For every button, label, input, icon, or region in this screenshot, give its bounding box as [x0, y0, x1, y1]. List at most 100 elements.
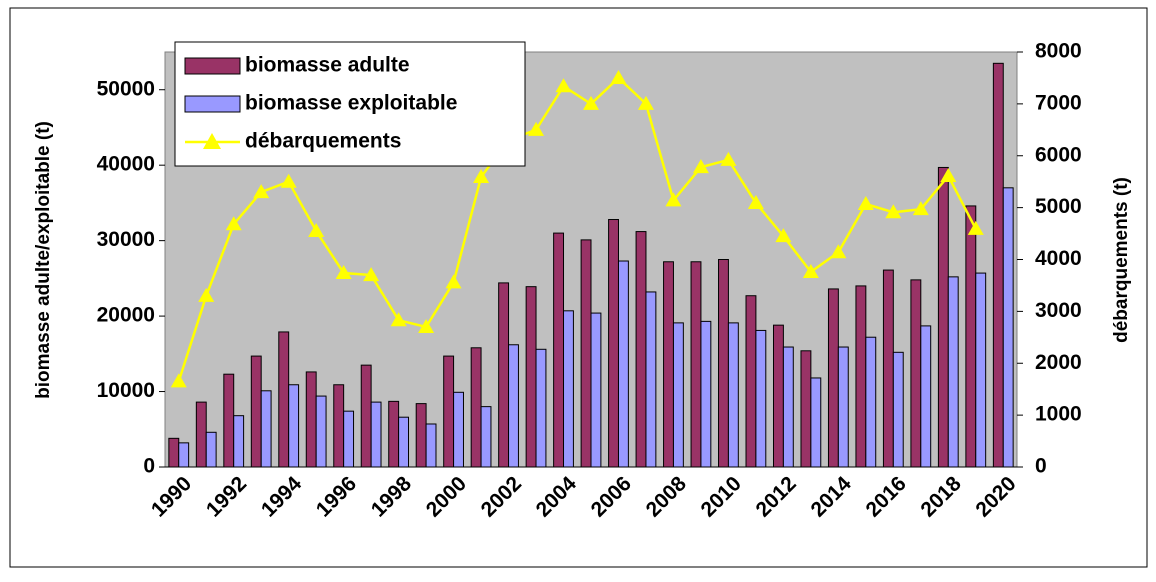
bar: [718, 259, 729, 468]
line-marker: [363, 267, 380, 282]
bar: [498, 282, 510, 468]
y-tick-label: 40000: [97, 153, 155, 176]
line-marker: [610, 69, 627, 84]
bar: [635, 231, 647, 468]
bar: [278, 331, 290, 468]
line-marker: [473, 169, 490, 184]
bar: [205, 431, 217, 468]
line-marker: [830, 244, 847, 259]
y2-tick-label: 0: [1035, 455, 1047, 478]
bar: [233, 415, 245, 468]
bar: [837, 346, 849, 468]
bar: [672, 322, 684, 468]
bar: [965, 205, 977, 468]
line: [177, 76, 977, 382]
y2-axis-label: débarquements (t): [1111, 177, 1132, 343]
line-marker: [335, 264, 352, 279]
bar: [415, 403, 427, 468]
bar: [1002, 187, 1014, 468]
bar: [470, 347, 482, 468]
y-tick-label: 50000: [97, 77, 155, 100]
bar: [882, 269, 894, 468]
bar: [333, 384, 345, 468]
line-marker: [912, 201, 929, 216]
line-marker: [583, 95, 599, 110]
bar: [975, 272, 987, 468]
legend-swatch: [184, 57, 241, 75]
bar: [580, 239, 592, 468]
y2-tick-label: 7000: [1035, 91, 1082, 114]
bar: [525, 286, 537, 468]
y2-tick-label: 3000: [1035, 299, 1082, 322]
bar: [772, 324, 784, 468]
legend-label: biomasse adulte: [245, 54, 410, 77]
bar: [425, 423, 437, 468]
y2-tick-label: 8000: [1035, 40, 1082, 63]
bar: [700, 320, 712, 468]
y2-tick-label: 4000: [1035, 247, 1082, 270]
bar: [250, 355, 262, 468]
line-marker: [802, 263, 819, 278]
bar: [305, 371, 317, 468]
bar: [343, 410, 355, 468]
line-marker: [885, 204, 902, 219]
bar: [992, 62, 1004, 468]
line-marker: [390, 312, 407, 327]
line-marker: [720, 151, 737, 166]
y2-tick-label: 5000: [1035, 195, 1082, 218]
y2-tick-label: 6000: [1035, 143, 1082, 166]
legend-swatch: [184, 95, 241, 113]
bar: [755, 329, 767, 468]
bar: [937, 166, 949, 468]
bar: [195, 401, 207, 468]
bar: [260, 390, 272, 468]
bar: [855, 285, 867, 468]
bar: [645, 291, 657, 468]
bar: [223, 373, 235, 468]
y-tick-label: 30000: [97, 228, 155, 251]
bar: [480, 406, 492, 468]
bar: [892, 351, 904, 468]
bar: [663, 261, 674, 468]
y-tick-label: 10000: [97, 379, 155, 402]
bar: [398, 416, 410, 468]
bar: [617, 260, 629, 468]
bar: [508, 344, 519, 468]
bar: [563, 310, 574, 468]
bar: [168, 437, 180, 468]
bar: [608, 219, 619, 468]
line-marker: [555, 78, 572, 93]
bar: [590, 312, 602, 468]
line-marker: [170, 373, 187, 388]
line-marker: [692, 159, 709, 174]
legend-label: biomasse exploitable: [245, 92, 457, 115]
bar: [910, 279, 922, 468]
bar: [370, 401, 382, 468]
bar: [865, 336, 877, 468]
bar: [745, 295, 757, 468]
bar: [782, 346, 794, 468]
y2-tick-label: 2000: [1035, 351, 1082, 374]
bar: [453, 391, 464, 468]
line-marker: [528, 121, 545, 136]
line-marker: [253, 184, 270, 199]
line-marker: [940, 167, 957, 182]
line-marker: [967, 220, 984, 235]
bar: [443, 355, 455, 468]
bar: [727, 322, 739, 468]
line-marker: [747, 194, 764, 209]
line-marker: [418, 318, 435, 333]
bar: [690, 261, 702, 468]
bar: [810, 377, 822, 468]
line-marker: [280, 173, 297, 188]
line-marker: [857, 195, 874, 210]
y-axis-label: biomasse adulte/exploitable (t): [33, 121, 54, 399]
line-marker: [775, 228, 792, 243]
line-marker: [198, 287, 215, 302]
legend-label: débarquements: [245, 130, 401, 153]
bar: [288, 384, 300, 468]
bar: [800, 350, 812, 468]
bar: [827, 288, 839, 468]
bar: [553, 232, 565, 468]
